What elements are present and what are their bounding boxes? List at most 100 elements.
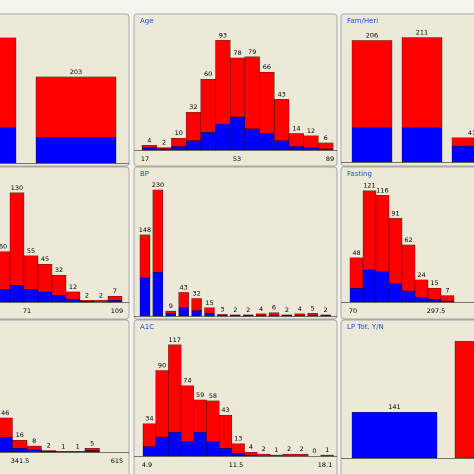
bar-segment — [206, 400, 220, 442]
bar-segment — [375, 195, 390, 272]
bar-segment — [451, 145, 474, 163]
bar-segment — [26, 449, 42, 453]
bar-total: 4 — [147, 136, 151, 144]
bar-total: 2 — [246, 306, 250, 314]
bar-total: 2 — [233, 306, 237, 314]
bar-segment — [84, 450, 100, 453]
bar-segment — [51, 274, 67, 296]
bar-total: 5 — [311, 304, 315, 312]
bar-segment — [451, 137, 474, 147]
bar-segment — [0, 251, 11, 290]
bar-segment — [219, 414, 233, 449]
bar-total: 12 — [69, 283, 77, 291]
bar-segment — [155, 436, 169, 457]
bar-total: 58 — [209, 392, 217, 400]
bar-segment — [427, 299, 442, 303]
bar-segment — [51, 295, 67, 303]
bar-total: 62 — [404, 236, 412, 244]
bar-segment — [165, 310, 176, 314]
bar-total: 4 — [298, 305, 302, 313]
bar-total: 79 — [248, 48, 256, 56]
bar-segment — [156, 148, 172, 151]
bar-total: 203 — [70, 68, 82, 76]
bar-segment — [282, 453, 296, 457]
bar-total: 60 — [204, 70, 212, 78]
bar-total: 9 — [169, 302, 173, 310]
panel — [0, 319, 130, 474]
bar-segment — [171, 146, 187, 151]
bar-segment — [320, 454, 334, 457]
bar-segment — [37, 264, 53, 293]
bar-segment — [388, 218, 403, 284]
bar-total: 43 — [180, 283, 188, 291]
bar-segment — [349, 257, 364, 289]
bar-segment — [142, 446, 156, 457]
bar-total: 43 — [278, 90, 286, 98]
bar-segment — [414, 297, 429, 303]
bar-total: 4 — [249, 443, 253, 451]
bar-segment — [230, 116, 246, 151]
bar-segment — [230, 314, 241, 316]
bar-segment — [206, 441, 220, 457]
bar-segment — [231, 452, 245, 457]
bar-segment — [303, 135, 319, 148]
bar-segment — [440, 295, 455, 302]
bar-segment — [37, 291, 53, 303]
bar-segment — [401, 244, 416, 292]
axis-label: 341.5 — [11, 457, 30, 465]
bar-segment — [401, 290, 416, 303]
bar-total: 12 — [307, 127, 315, 135]
bar-segment — [185, 140, 201, 151]
bar-total: 2 — [85, 291, 89, 299]
bar-total: 6 — [324, 134, 328, 142]
bar-segment — [0, 127, 17, 164]
bar-total: 60 — [0, 243, 7, 251]
bar-total: 116 — [376, 186, 388, 194]
bar-total: 148 — [139, 226, 151, 234]
bar-segment — [244, 128, 260, 151]
panel-title: BP — [140, 170, 149, 178]
bar-segment — [155, 370, 169, 438]
bar-total: 2 — [99, 291, 103, 299]
bar-segment — [288, 146, 304, 151]
axis-label: 70 — [349, 307, 357, 315]
bar-segment — [215, 40, 231, 125]
bar-total: 1 — [325, 446, 329, 454]
bar-total: 3 — [220, 305, 224, 313]
bar-total: 91 — [391, 209, 399, 217]
bar-total: 32 — [189, 103, 197, 111]
bar-total: 15 — [205, 299, 213, 307]
bar-segment — [268, 312, 280, 316]
bar-segment — [178, 307, 189, 317]
bar-total: 130 — [11, 184, 23, 192]
bar-segment — [200, 79, 216, 133]
bar-segment — [191, 298, 202, 311]
bar-segment — [375, 271, 390, 303]
bar-segment — [318, 142, 334, 149]
axis-label: 53 — [233, 155, 241, 163]
bar-total: 55 — [27, 247, 35, 255]
bar-segment — [9, 192, 25, 286]
bar-total: 7 — [113, 287, 117, 295]
bar-total: 10 — [175, 129, 183, 137]
bar-total: 6 — [272, 304, 276, 312]
bar-segment — [244, 452, 258, 456]
bar-segment — [204, 313, 215, 317]
bar-segment — [259, 71, 275, 134]
panel-title: LP Tot. Y/N — [347, 323, 384, 331]
bar-segment — [401, 37, 443, 128]
bar-segment — [295, 453, 309, 457]
bar-total: 66 — [263, 63, 271, 71]
bar-total: 32 — [55, 266, 63, 274]
bar-segment — [152, 189, 164, 273]
bar-segment — [0, 37, 17, 128]
bar-total: 15 — [430, 279, 438, 287]
bar-segment — [200, 132, 216, 151]
bar-segment — [139, 234, 151, 278]
bar-segment — [35, 137, 117, 164]
bar-total: 2 — [287, 445, 291, 453]
bar-total: 48 — [352, 249, 360, 257]
bar-segment — [168, 344, 182, 433]
bar-segment — [231, 443, 245, 454]
panel-title: A1C — [140, 323, 154, 331]
